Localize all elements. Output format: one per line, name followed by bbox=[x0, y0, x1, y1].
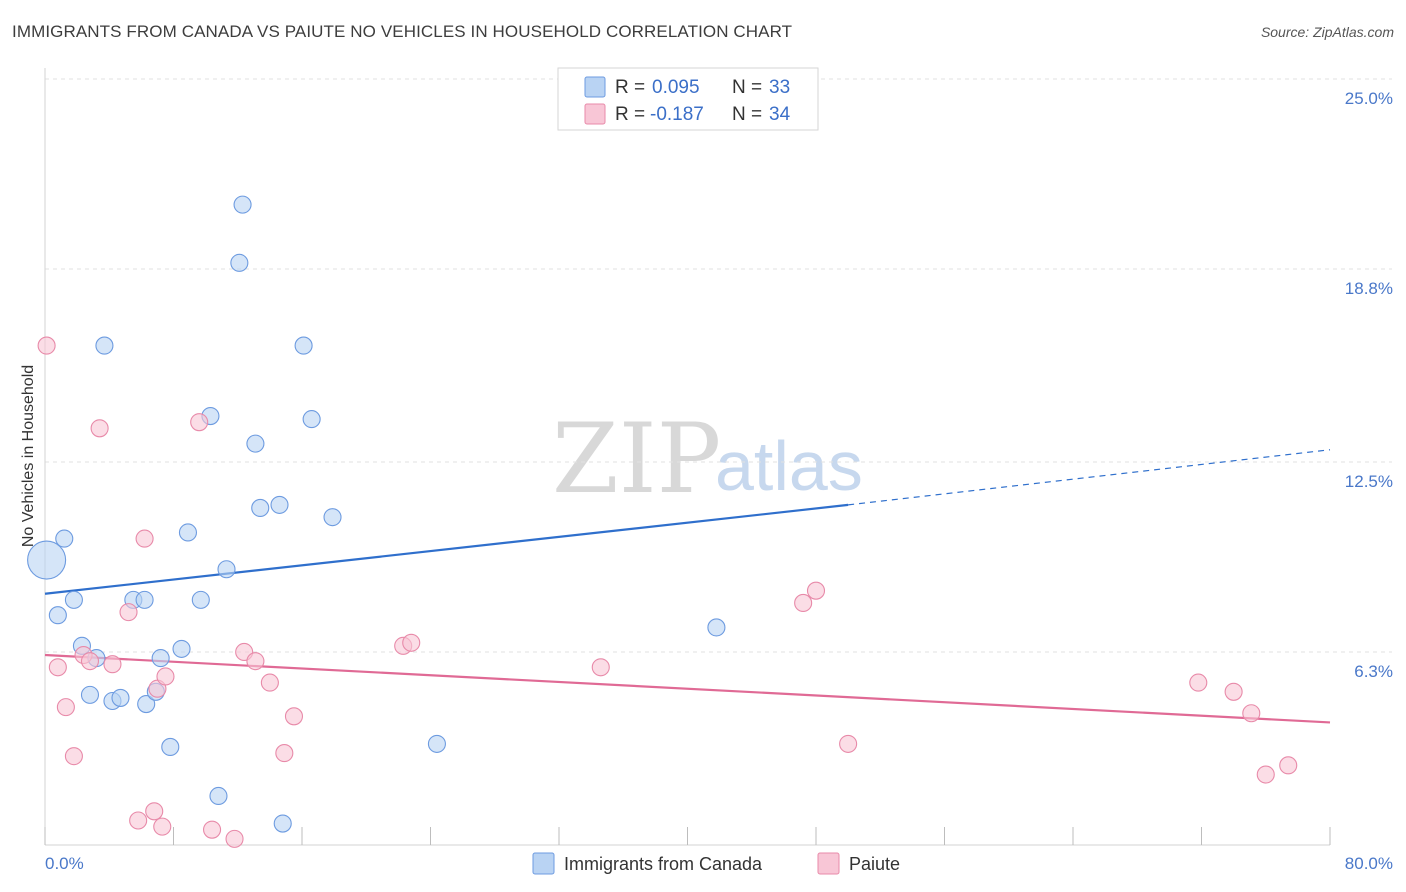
watermark: ZIP atlas bbox=[552, 403, 863, 515]
paiute-point-2 bbox=[56, 698, 75, 717]
paiute-point-26 bbox=[794, 593, 813, 612]
gridlines bbox=[45, 78, 1392, 653]
canada-point-0 bbox=[27, 540, 67, 580]
paiute-point-29 bbox=[1189, 673, 1208, 692]
canada-point-27 bbox=[273, 814, 292, 833]
canada-point-17 bbox=[178, 523, 198, 542]
canada-point-7 bbox=[95, 336, 114, 355]
data-points bbox=[27, 195, 1298, 848]
paiute-point-22 bbox=[284, 707, 304, 726]
paiute-point-24 bbox=[402, 633, 421, 652]
legend-swatch-canada bbox=[584, 76, 606, 98]
canada-point-29 bbox=[302, 410, 321, 429]
paiute-point-7 bbox=[103, 655, 122, 674]
trend-line-canada bbox=[44, 503, 849, 595]
paiute-point-11 bbox=[145, 802, 164, 821]
legend-r-label-paiute: R = bbox=[615, 104, 645, 125]
trend-line-canada-extension bbox=[848, 449, 1331, 506]
watermark-atlas: atlas bbox=[715, 427, 863, 505]
legend-swatch-paiute bbox=[584, 103, 606, 125]
canada-point-21 bbox=[217, 560, 236, 579]
x-tick-label-1: 80.0% bbox=[1345, 854, 1393, 873]
legend-n-label-paiute: N = bbox=[732, 104, 762, 125]
bottom-legend-swatch-canada bbox=[532, 852, 555, 875]
watermark-zip: ZIP bbox=[552, 403, 721, 515]
paiute-point-30 bbox=[1224, 682, 1243, 701]
paiute-point-5 bbox=[80, 652, 100, 671]
canada-point-22 bbox=[230, 253, 249, 272]
canada-point-5 bbox=[80, 685, 100, 704]
y-tick-label-1: 12.5% bbox=[1345, 472, 1393, 491]
paiute-point-10 bbox=[135, 529, 154, 548]
canada-point-15 bbox=[161, 737, 180, 757]
paiute-point-9 bbox=[129, 811, 148, 830]
paiute-point-32 bbox=[1256, 765, 1275, 784]
canada-point-9 bbox=[111, 688, 130, 707]
paiute-point-14 bbox=[156, 667, 175, 686]
paiute-point-0 bbox=[37, 336, 56, 355]
legend-r-label-canada: R = bbox=[615, 77, 645, 98]
paiute-point-6 bbox=[90, 419, 109, 438]
canada-point-20 bbox=[209, 786, 228, 806]
paiute-point-8 bbox=[119, 603, 138, 622]
canada-point-1 bbox=[48, 606, 67, 625]
bottom-legend-label-paiute: Paiute bbox=[849, 854, 900, 874]
x-tick-label-0: 0.0% bbox=[45, 854, 84, 873]
y-tick-label-2: 18.8% bbox=[1345, 279, 1393, 298]
paiute-point-31 bbox=[1242, 704, 1261, 723]
y-axis-title: No Vehicles in Household bbox=[20, 365, 37, 547]
axes bbox=[44, 68, 1331, 846]
canada-point-30 bbox=[323, 508, 342, 527]
canada-point-12 bbox=[137, 695, 156, 714]
paiute-point-17 bbox=[225, 829, 244, 848]
y-tick-labels: 6.3% 12.5% 18.8% 25.0% bbox=[1345, 89, 1393, 681]
legend-n-value-canada: 33 bbox=[769, 77, 790, 98]
canada-point-3 bbox=[64, 590, 83, 609]
canada-point-23 bbox=[233, 195, 252, 214]
paiute-point-19 bbox=[246, 652, 265, 671]
bottom-legend-swatch-paiute bbox=[817, 852, 840, 875]
canada-point-18 bbox=[191, 590, 210, 609]
legend-n-value-paiute: 34 bbox=[769, 104, 791, 125]
y-tick-label-3: 25.0% bbox=[1345, 89, 1393, 108]
canada-point-24 bbox=[246, 434, 265, 453]
bottom-legend: Immigrants from Canada Paiute bbox=[532, 852, 900, 875]
canada-point-16 bbox=[172, 639, 191, 658]
source-attribution: Source: ZipAtlas.com bbox=[1260, 24, 1394, 40]
legend-r-value-paiute: -0.187 bbox=[650, 104, 704, 125]
paiute-point-20 bbox=[260, 673, 279, 692]
canada-point-2 bbox=[55, 529, 74, 548]
top-legend: R = 0.095 N = 33 R = -0.187 N = 34 bbox=[557, 67, 819, 131]
paiute-point-13 bbox=[153, 817, 172, 836]
bottom-legend-label-canada: Immigrants from Canada bbox=[564, 854, 763, 874]
paiute-point-16 bbox=[203, 820, 222, 839]
canada-point-14 bbox=[151, 649, 170, 668]
x-tick-labels: 0.0% 80.0% bbox=[45, 854, 1393, 873]
paiute-point-33 bbox=[1279, 756, 1298, 775]
legend-n-label-canada: N = bbox=[732, 77, 762, 98]
canada-point-11 bbox=[135, 590, 154, 609]
canada-point-32 bbox=[707, 618, 726, 637]
paiute-point-1 bbox=[48, 658, 67, 677]
paiute-point-28 bbox=[839, 734, 858, 753]
legend-r-value-canada: 0.095 bbox=[652, 77, 700, 98]
paiute-point-3 bbox=[64, 747, 83, 766]
canada-point-28 bbox=[294, 336, 313, 355]
canada-point-25 bbox=[251, 498, 270, 518]
canada-point-26 bbox=[270, 495, 289, 514]
trend-line-paiute bbox=[44, 653, 1331, 724]
paiute-point-21 bbox=[275, 744, 294, 763]
paiute-point-27 bbox=[806, 581, 826, 600]
y-tick-label-0: 6.3% bbox=[1354, 662, 1393, 681]
paiute-point-25 bbox=[591, 658, 610, 677]
chart-title: IMMIGRANTS FROM CANADA VS PAIUTE NO VEHI… bbox=[12, 22, 793, 41]
canada-point-31 bbox=[427, 734, 446, 753]
paiute-point-15 bbox=[190, 413, 209, 432]
